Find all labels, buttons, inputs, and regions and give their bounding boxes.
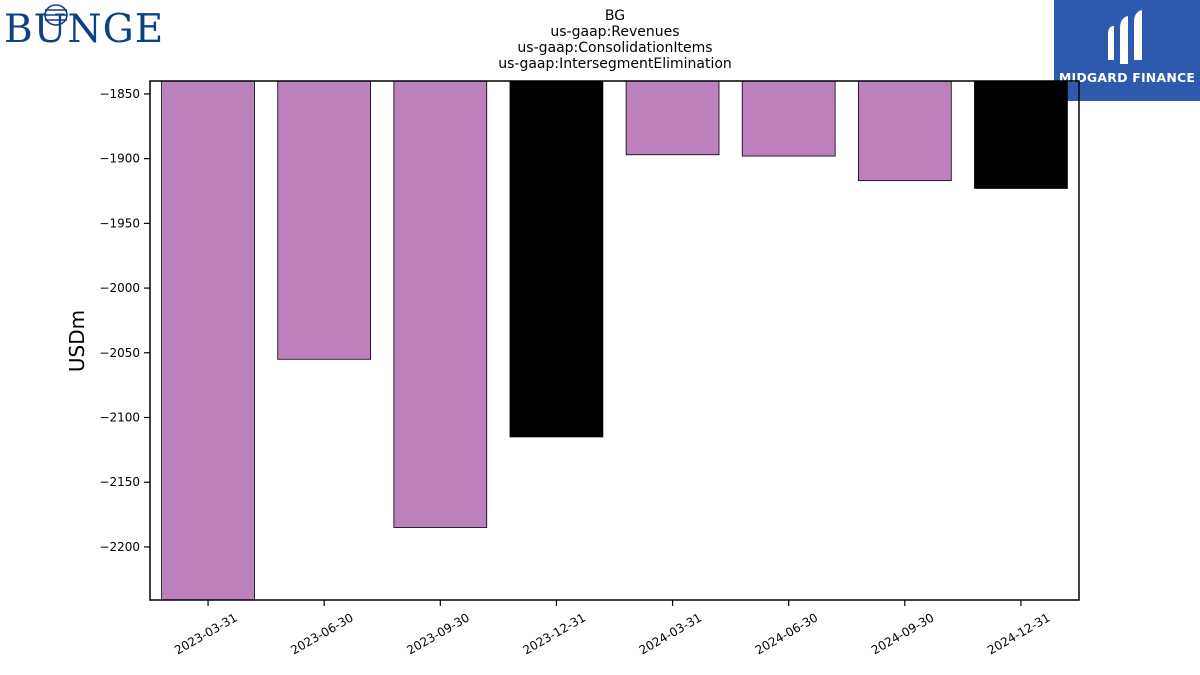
y-tick-label: −1850 (99, 87, 140, 101)
bunge-logo: BUNGE (4, 4, 174, 52)
y-tick-label: −1950 (99, 216, 140, 230)
y-axis: −1850 −1900 −1950 −2000 −2050 −2100 −2150 −2200 (99, 87, 150, 554)
y-tick-label: −2050 (99, 346, 140, 360)
bar-2023-09-30 (393, 80, 488, 528)
x-tick-label: 2024-12-31 (985, 610, 1052, 657)
bunge-wordmark: BUNGE (4, 7, 165, 52)
midgard-finance-logo: MIDGARD FINANCE (1054, 0, 1200, 101)
x-tick-label: 2023-12-31 (521, 610, 588, 657)
bar-2023-03-31 (161, 80, 255, 601)
bar-2024-03-31 (625, 80, 720, 156)
midgard-mark-icon (1108, 10, 1142, 64)
bar-2024-12-31 (974, 80, 1068, 189)
y-tick-label: −2000 (99, 281, 140, 295)
x-tick-label: 2023-09-30 (404, 610, 471, 657)
x-tick-label: 2023-03-31 (172, 610, 239, 657)
chart-title-line-2: us-gaap:Revenues (550, 24, 679, 40)
bar-2024-09-30 (857, 80, 952, 182)
y-axis-label: USDm (65, 310, 89, 372)
x-axis: 2023-03-31 2023-06-30 2023-09-30 2023-12-31… (172, 600, 1052, 657)
y-tick-label: −1900 (99, 152, 140, 166)
chart-title: BG us-gaap:Revenues us-gaap:Consolidatio… (498, 8, 732, 72)
bar-2023-06-30 (277, 80, 372, 360)
y-tick-label: −2200 (99, 540, 140, 554)
x-tick-label: 2023-06-30 (288, 610, 355, 657)
x-tick-label: 2024-09-30 (869, 610, 936, 657)
x-tick-label: 2024-03-31 (637, 610, 704, 657)
chart-title-line-4: us-gaap:IntersegmentElimination (498, 56, 732, 72)
plot-frame (149, 80, 1080, 601)
y-tick-label: −2100 (99, 411, 140, 425)
bar-2023-12-31 (509, 80, 604, 438)
globe-icon (44, 4, 68, 26)
midgard-finance-wordmark: MIDGARD FINANCE (1058, 70, 1196, 85)
chart-title-line-3: us-gaap:ConsolidationItems (517, 40, 712, 56)
y-tick-label: −2150 (99, 475, 140, 489)
x-tick-label: 2024-06-30 (753, 610, 820, 657)
bar-2024-06-30 (741, 80, 836, 157)
bar-series (161, 80, 1068, 601)
chart-title-line-1: BG (605, 8, 625, 24)
